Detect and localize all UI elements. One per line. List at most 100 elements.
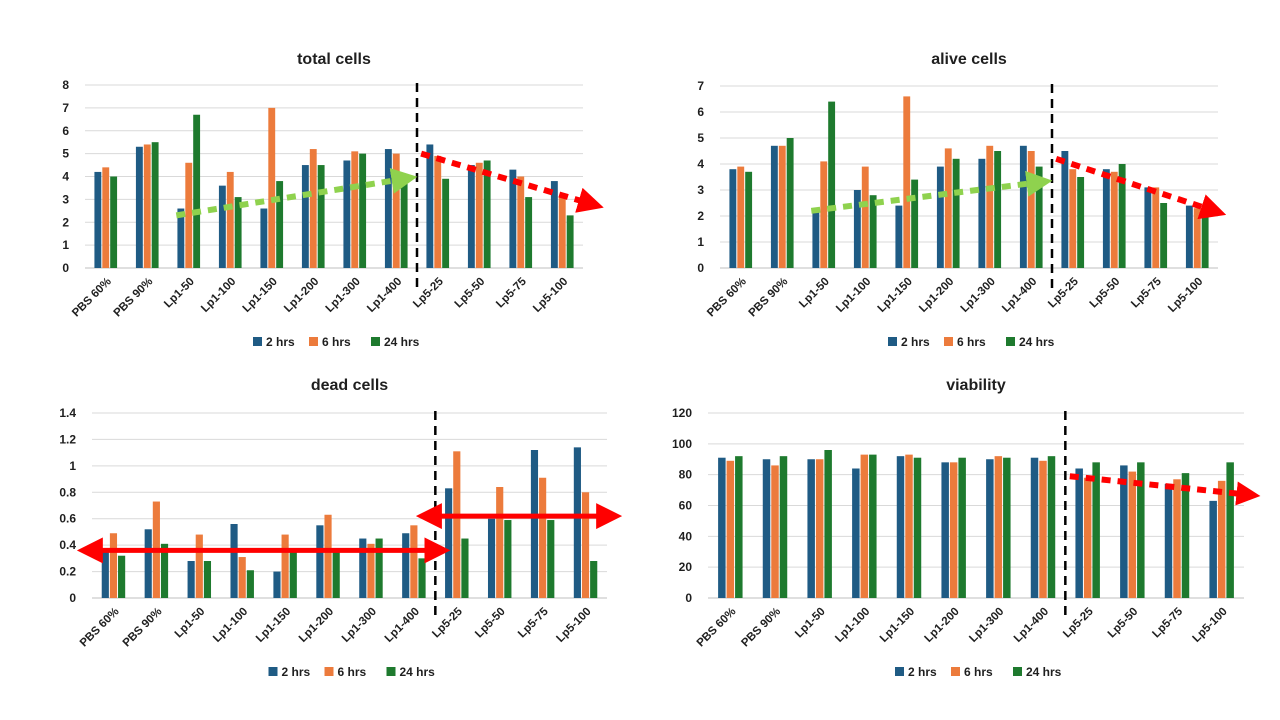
bar-6-hrs-PBS60: [102, 167, 110, 268]
bar-6-hrs-Lp5-50: [1128, 471, 1137, 598]
bar-6-hrs-PBS60: [726, 460, 735, 598]
x-tick-label: Lp1-400: [1000, 276, 1039, 315]
legend-swatch: [951, 667, 960, 676]
bar-24-hrs-Lp1-200: [317, 165, 325, 268]
x-tick-label: Lp1-300: [340, 606, 379, 645]
y-tick-label: 1.2: [59, 432, 76, 446]
bar-2-hrs-Lp1-150: [260, 208, 268, 268]
x-tick-label: Lp5-100: [554, 606, 593, 645]
bar-2-hrs-Lp1-50: [812, 208, 820, 268]
legend-label: 2 hrs: [282, 665, 311, 679]
bar-24-hrs-Lp5-25: [442, 178, 450, 268]
y-tick-label: 1: [69, 459, 76, 473]
bar-24-hrs-PBS90: [779, 456, 788, 598]
bar-6-hrs-PBS90: [771, 465, 779, 598]
bar-24-hrs-Lp1-300: [1003, 457, 1011, 598]
y-tick-label: 120: [672, 406, 692, 420]
x-tick-label: PBS 60%: [705, 276, 749, 320]
bar-24-hrs-PBS60: [745, 171, 753, 268]
bar-24-hrs-Lp1-400: [1047, 456, 1056, 598]
y-tick-label: 6: [62, 124, 69, 138]
bar-2-hrs-Lp5-25: [1061, 151, 1069, 268]
bar-2-hrs-Lp5-100: [550, 181, 558, 268]
bar-2-hrs-Lp5-50: [1102, 169, 1110, 268]
bar-24-hrs-Lp1-200: [958, 457, 966, 598]
bar-24-hrs-PBS60: [118, 555, 126, 598]
x-tick-label: Lp1-50: [793, 606, 828, 641]
bar-6-hrs-Lp5-75: [539, 477, 547, 598]
bar-6-hrs-Lp1-300: [994, 456, 1003, 598]
bar-6-hrs-Lp5-25: [453, 451, 461, 598]
x-tick-label: Lp5-100: [531, 276, 570, 315]
bar-6-hrs-Lp1-100: [238, 557, 246, 598]
x-tick-label: Lp5-75: [494, 275, 529, 310]
trend-arrow-red: [420, 150, 604, 213]
bar-24-hrs-Lp1-300: [375, 538, 383, 598]
x-tick-label: Lp1-150: [876, 276, 915, 315]
y-tick-label: 1: [62, 238, 69, 252]
legend: 2 hrs 6 hrs 24 hrs: [895, 665, 1062, 679]
bar-24-hrs-Lp5-50: [1137, 462, 1145, 598]
bar-24-hrs-Lp1-150: [289, 550, 297, 598]
bar-24-hrs-Lp1-100: [234, 197, 242, 268]
bar-6-hrs-Lp1-100: [860, 454, 869, 598]
bar-2-hrs-Lp5-75: [509, 169, 517, 268]
bar-2-hrs-Lp1-400: [1019, 145, 1027, 268]
bar-6-hrs-Lp5-75: [1152, 187, 1160, 268]
bar-24-hrs-PBS60: [735, 456, 743, 598]
legend-label: 2 hrs: [266, 335, 295, 349]
bar-2-hrs-Lp1-100: [230, 524, 238, 598]
bar-2-hrs-Lp5-50: [467, 165, 475, 268]
y-tick-label: 100: [672, 437, 692, 451]
bar-2-hrs-Lp1-200: [316, 525, 324, 598]
bar-24-hrs-PBS60: [110, 176, 118, 268]
bar-2-hrs-Lp1-100: [853, 190, 861, 268]
bar-2-hrs-Lp5-75: [1164, 483, 1173, 598]
bar-6-hrs-Lp1-100: [226, 171, 234, 268]
bar-6-hrs-PBS90: [143, 144, 151, 268]
legend-label: 24 hrs: [1026, 665, 1062, 679]
trend-arrow-red: [1055, 155, 1227, 220]
y-tick-label: 7: [697, 79, 704, 93]
bar-24-hrs-Lp1-400: [1035, 166, 1043, 268]
y-tick-label: 0.4: [59, 538, 76, 552]
x-tick-label: Lp1-300: [959, 276, 998, 315]
legend-swatch: [888, 337, 897, 346]
bar-2-hrs-PBS90: [135, 146, 143, 268]
y-tick-label: 3: [697, 183, 704, 197]
x-tick-label: PBS 90%: [739, 606, 783, 650]
trend-arrow-green: [810, 170, 1053, 214]
legend-label: 6 hrs: [322, 335, 351, 349]
bar-24-hrs-Lp1-150: [911, 179, 919, 268]
x-tick-label: Lp1-50: [173, 606, 208, 641]
bar-2-hrs-Lp1-50: [807, 459, 815, 598]
bar-24-hrs-Lp5-75: [1160, 203, 1168, 268]
bar-2-hrs-Lp1-50: [187, 561, 195, 598]
bar-24-hrs-Lp1-150: [276, 181, 284, 268]
bar-6-hrs-Lp1-150: [905, 454, 913, 598]
bar-6-hrs-Lp1-50: [820, 161, 828, 268]
legend: 2 hrs 6 hrs 24 hrs: [888, 335, 1055, 349]
bar-6-hrs-Lp1-50: [185, 162, 193, 268]
y-tick-label: 3: [62, 192, 69, 206]
bar-6-hrs-Lp1-400: [1039, 460, 1047, 598]
bar-24-hrs-Lp5-100: [1201, 213, 1209, 268]
bar-6-hrs-Lp1-150: [268, 107, 276, 268]
bar-6-hrs-Lp1-150: [281, 534, 289, 598]
bar-24-hrs-Lp1-400: [400, 174, 408, 268]
y-tick-label: 0: [685, 591, 692, 605]
bar-6-hrs-Lp5-50: [1110, 171, 1118, 268]
y-tick-label: 0.6: [59, 512, 76, 526]
y-tick-label: 0: [697, 261, 704, 275]
x-tick-label: Lp5-75: [516, 605, 551, 640]
chart-title: dead cells: [311, 377, 388, 394]
bar-6-hrs-Lp5-25: [1069, 169, 1077, 268]
y-tick-label: 60: [679, 499, 693, 513]
x-tick-label: Lp1-50: [162, 276, 197, 311]
bar-2-hrs-Lp1-50: [177, 208, 185, 268]
y-tick-label: 20: [679, 560, 693, 574]
x-tick-label: Lp5-50: [473, 606, 508, 641]
y-tick-label: 1.4: [59, 406, 76, 420]
x-tick-label: Lp1-50: [797, 276, 832, 311]
